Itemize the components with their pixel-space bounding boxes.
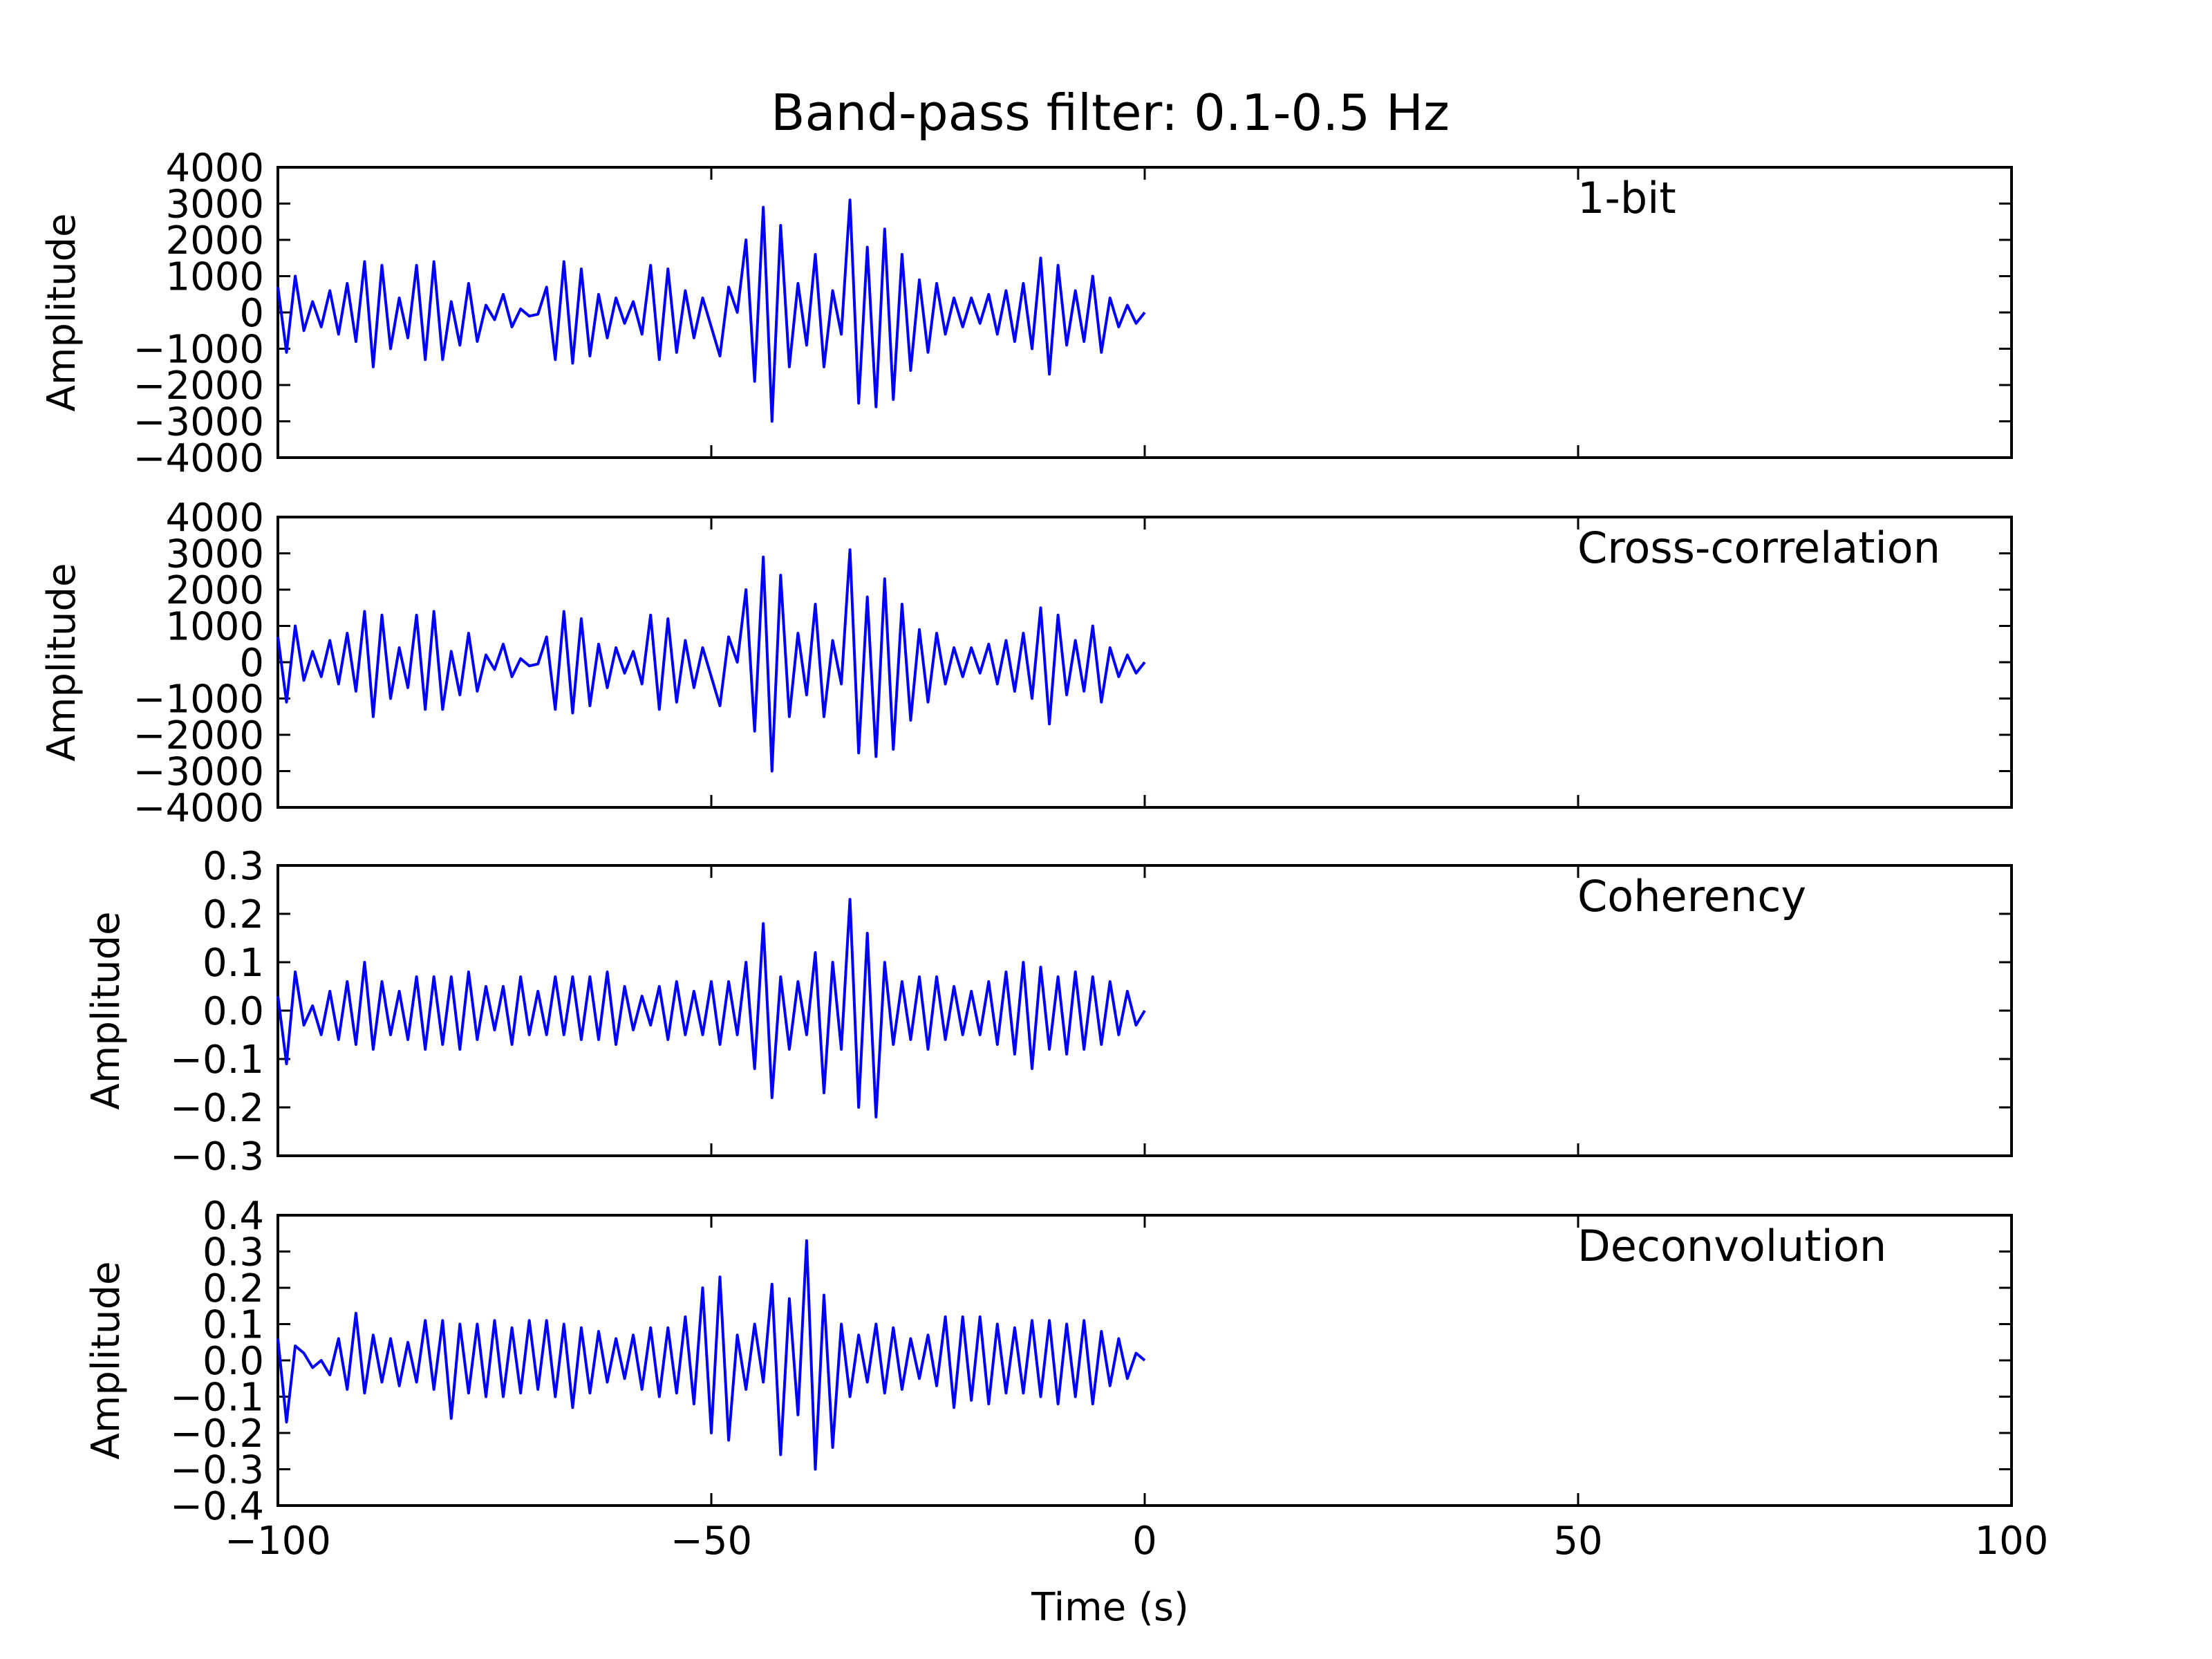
y-tick-label: 4000 [165,146,264,191]
y-tick-label: 0.4 [203,1194,264,1239]
x-tick-label: 100 [1975,1519,2049,1564]
panel-label: Cross-correlation [1577,523,1940,573]
subplot-4: −0.4−0.3−0.2−0.10.00.10.20.30.4 −100 −50 0 5… [84,1194,2048,1564]
x-axis-title: Time (s) [1031,1585,1189,1630]
y-tick-label: 2000 [165,218,264,263]
y-tick-label: 0 [239,291,264,336]
y-tick-label: −4000 [133,436,264,481]
y-tick-label: 1000 [165,605,264,650]
waveform-line [276,548,1146,773]
panel-label: 1-bit [1577,173,1676,223]
y-tick-label: −1000 [133,677,264,722]
y-tick-label: −2000 [133,364,264,409]
y-tick-label: 0.2 [203,1266,264,1311]
y-tick-label: 0.3 [203,844,264,889]
y-axis-title: Amplitude [84,1262,129,1460]
y-tick-label: −0.2 [170,1412,264,1456]
y-tick-label: −0.3 [170,1134,264,1179]
waveform-line [276,1239,1146,1471]
y-tick-label: 0.3 [203,1230,264,1275]
y-tick-label: −0.1 [170,1376,264,1421]
y-tick-label: 3000 [165,182,264,227]
y-tick-label: 4000 [165,496,264,541]
panel-label: Deconvolution [1577,1221,1886,1271]
y-tick-label: 0.2 [203,892,264,937]
y-tick-label: −3000 [133,750,264,795]
y-tick-label: −0.1 [170,1038,264,1082]
y-tick-label: −0.2 [170,1086,264,1131]
x-tick-label: −50 [671,1519,752,1564]
panel-label: Coherency [1577,871,1806,921]
y-tick-label: −1000 [133,328,264,373]
y-tick-label: 0.0 [203,989,264,1034]
y-tick-label: 0.1 [203,941,264,986]
y-tick-label: −0.4 [170,1484,264,1529]
subplot-stack: −4000−3000−2000−100001000200030004000Amp… [39,146,2048,1564]
y-tick-label: 0 [239,641,264,686]
waveform-line [276,198,1146,423]
y-axis-title: Amplitude [84,912,129,1110]
y-axis-title: Amplitude [39,563,84,762]
x-tick-label: 0 [1132,1519,1157,1564]
y-tick-label: 0.1 [203,1303,264,1348]
y-tick-label: 2000 [165,568,264,613]
figure-title: Band-pass filter: 0.1-0.5 Hz [771,84,1450,142]
y-tick-label: −3000 [133,400,264,445]
y-tick-label: −0.3 [170,1448,264,1493]
subplot-3: −0.3−0.2−0.10.00.10.20.3 Amplitude Coheren… [84,844,2013,1179]
y-axis-title: Amplitude [39,214,84,412]
waveform-line [276,898,1146,1118]
y-tick-label: 0.0 [203,1339,264,1384]
y-tick-label: 3000 [165,532,264,577]
x-tick-label: −100 [225,1519,331,1564]
y-tick-label: −2000 [133,713,264,758]
y-tick-label: −4000 [133,786,264,831]
x-tick-label: 50 [1553,1519,1602,1564]
y-tick-label: 1000 [165,255,264,300]
